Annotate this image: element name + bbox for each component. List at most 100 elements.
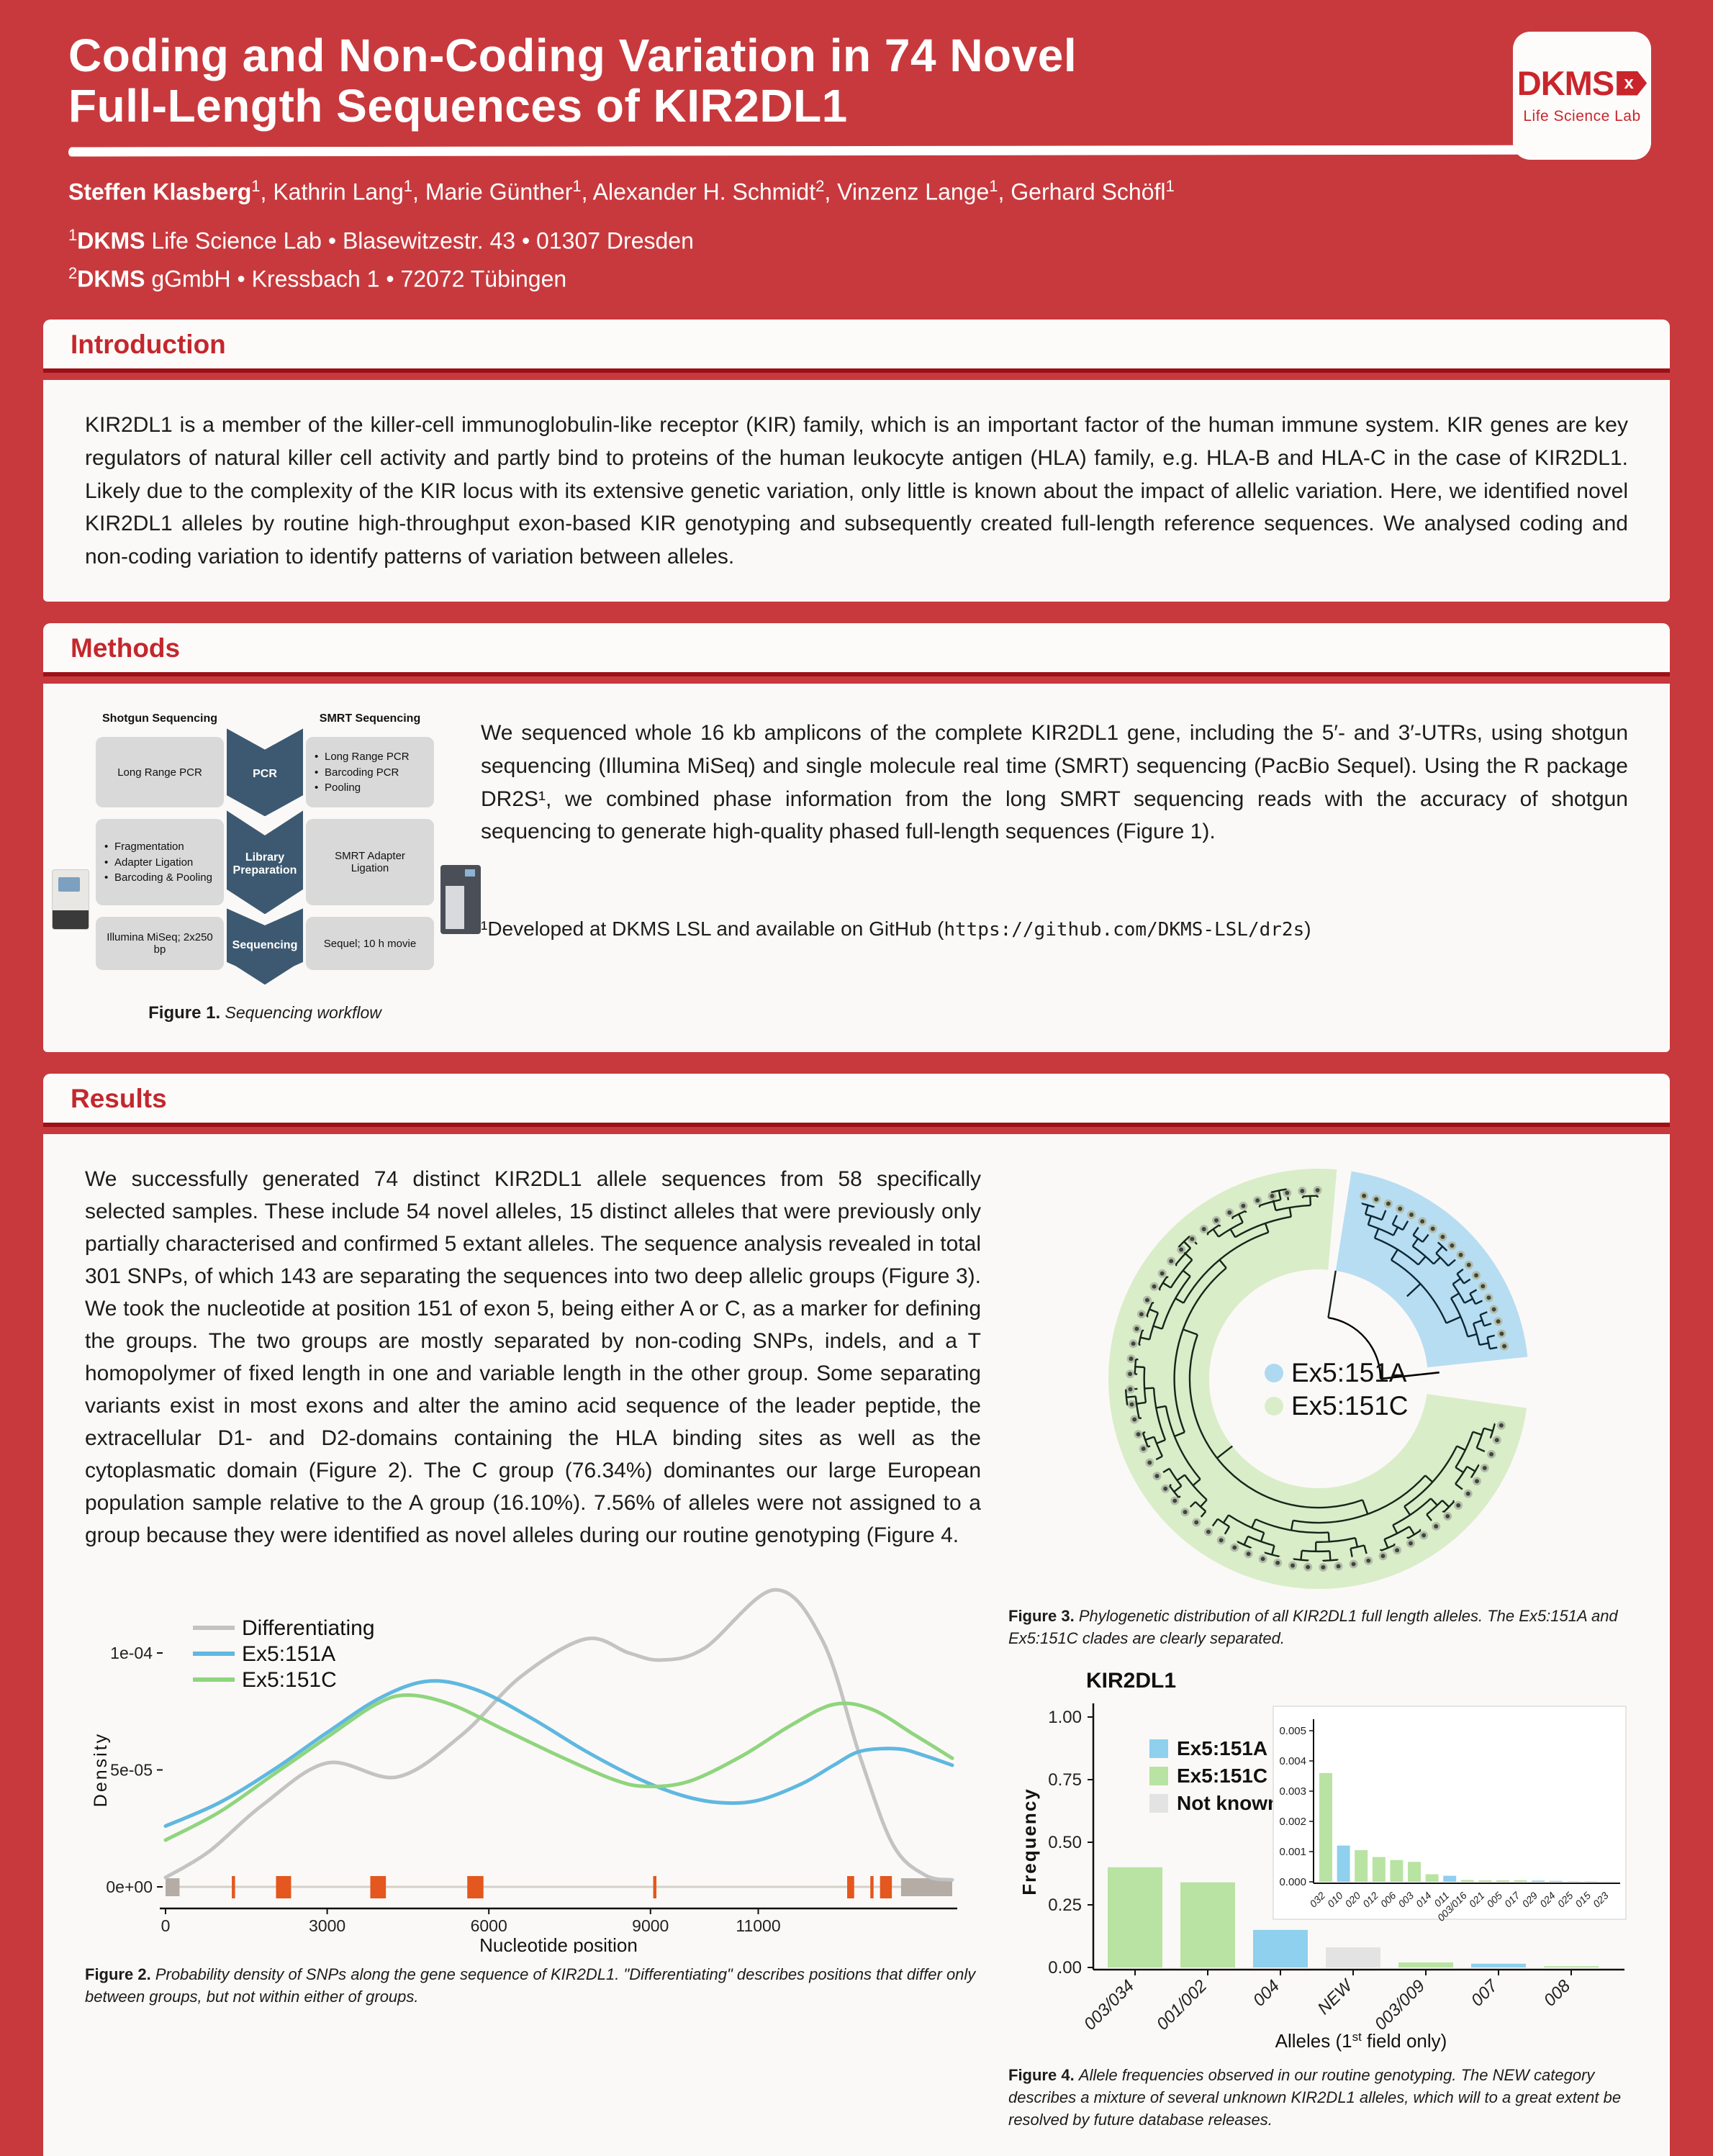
workflow-stage-chevron: PCR <box>227 728 303 817</box>
svg-text:Ex5:151A: Ex5:151A <box>242 1642 335 1666</box>
affiliation-line: 1DKMS Life Science Lab • Blasewitzestr. … <box>68 226 694 255</box>
introduction-title: Introduction <box>71 330 226 360</box>
svg-text:0.000: 0.000 <box>1279 1876 1306 1888</box>
figure1-column: Shotgun Sequencing SMRT Sequencing Long Ra… <box>52 712 481 1023</box>
figure2-density-plot: 0 3000 6000 9000 11000 0e+00 5e-05 1e-04 Nucleot… <box>85 1564 981 1957</box>
svg-text:001/002: 001/002 <box>1153 1976 1211 2034</box>
figure1-caption-text: Sequencing workflow <box>225 1003 381 1023</box>
svg-text:Ex5:151C: Ex5:151C <box>242 1668 337 1692</box>
title-underline-brush <box>68 145 1649 157</box>
svg-text:5e-05: 5e-05 <box>110 1761 153 1780</box>
section-results: Results We successfully generated 74 dis… <box>43 1074 1670 2156</box>
title-line-2: Full-Length Sequences of KIR2DL1 <box>68 80 848 132</box>
figure4-caption: Figure 4. Allele frequencies observed in… <box>1008 2065 1628 2131</box>
figure1-caption-label: Figure 1. <box>148 1003 221 1023</box>
dkms-arrow-icon: x <box>1617 71 1648 96</box>
dkms-logo-wordmark: DKMS <box>1517 64 1614 102</box>
svg-text:0e+00: 0e+00 <box>106 1878 153 1896</box>
svg-text:11000: 11000 <box>736 1916 780 1935</box>
svg-text:0: 0 <box>161 1916 171 1935</box>
github-url: https://github.com/DKMS-LSL/dr2s <box>944 918 1305 941</box>
svg-text:Alleles (1st field only): Alleles (1st field only) <box>1275 2029 1447 2052</box>
introduction-body-box: KIR2DL1 is a member of the killer-cell i… <box>43 380 1670 602</box>
svg-text:0.001: 0.001 <box>1279 1846 1306 1858</box>
poster-header: Coding and Non-Coding Variation in 74 No… <box>0 0 1713 298</box>
figure1-caption: Figure 1. Sequencing workflow <box>85 1003 445 1023</box>
introduction-header-bar: Introduction <box>43 320 1670 373</box>
methods-text: We sequenced whole 16 kb amplicons of th… <box>481 721 1628 844</box>
dkms-logo-subtitle: Life Science Lab <box>1523 108 1641 124</box>
results-text: We successfully generated 74 distinct KI… <box>85 1167 981 1548</box>
svg-text:008: 008 <box>1540 1976 1575 2011</box>
svg-text:004: 004 <box>1249 1976 1283 2010</box>
svg-text:3000: 3000 <box>309 1916 345 1935</box>
workflow-step-box: FragmentationAdapter LigationBarcoding &… <box>96 819 224 906</box>
author: Alexander H. Schmidt <box>592 178 816 205</box>
sequel-instrument-image <box>440 865 481 935</box>
svg-text:007: 007 <box>1468 1975 1503 2011</box>
svg-text:0.002: 0.002 <box>1279 1816 1306 1828</box>
figure3-caption-text: Phylogenetic distribution of all KIR2DL1… <box>1008 1607 1618 1648</box>
affiliations: 1DKMS Life Science Lab • Blasewitzestr. … <box>68 222 1713 298</box>
workflow-stage-chevron: Sequencing <box>227 908 303 979</box>
svg-text:Density: Density <box>91 1732 111 1807</box>
svg-text:0.004: 0.004 <box>1279 1755 1306 1767</box>
results-header-bar: Results <box>43 1074 1670 1128</box>
svg-text:003/034: 003/034 <box>1080 1976 1138 2034</box>
figure3-caption-label: Figure 3. <box>1008 1607 1075 1626</box>
svg-text:Not known: Not known <box>1177 1792 1280 1814</box>
shotgun-column-header: Shotgun Sequencing <box>102 712 217 725</box>
title-line-1: Coding and Non-Coding Variation in 74 No… <box>68 30 1077 81</box>
author: Kathrin Lang <box>273 178 404 205</box>
svg-text:0.003: 0.003 <box>1279 1785 1306 1798</box>
methods-text-column: We sequenced whole 16 kb amplicons of th… <box>481 712 1628 1023</box>
methods-header-bar: Methods <box>43 623 1670 677</box>
miseq-instrument-image <box>52 869 89 930</box>
svg-text:1.00: 1.00 <box>1048 1708 1082 1727</box>
results-title: Results <box>71 1084 167 1114</box>
svg-text:003/009: 003/009 <box>1371 1976 1429 2034</box>
introduction-text: KIR2DL1 is a member of the killer-cell i… <box>85 413 1628 569</box>
author: Vinzenz Lange <box>837 178 990 205</box>
author: Marie Günther <box>425 178 573 205</box>
svg-text:Nucleotide position: Nucleotide position <box>479 1934 638 1953</box>
smrt-column-header: SMRT Sequencing <box>319 712 421 725</box>
workflow-step-box: Sequel; 10 h movie <box>306 917 434 971</box>
methods-body-box: Shotgun Sequencing SMRT Sequencing Long Ra… <box>43 684 1670 1053</box>
workflow-step-box: Long Range PCRBarcoding PCRPooling <box>306 737 434 808</box>
methods-title: Methods <box>71 633 181 663</box>
figure4-caption-label: Figure 4. <box>1008 2065 1075 2084</box>
svg-text:0.25: 0.25 <box>1048 1895 1082 1915</box>
section-methods: Methods Shotgun Sequencing SMRT Sequencin… <box>43 623 1670 1053</box>
results-body-box: We successfully generated 74 distinct KI… <box>43 1134 1670 2156</box>
svg-text:9000: 9000 <box>632 1916 669 1935</box>
svg-text:Ex5:151A: Ex5:151A <box>1177 1737 1267 1759</box>
figure2-caption: Figure 2. Probability density of SNPs al… <box>85 1964 981 2008</box>
figure3-phylogenetic-tree: Ex5:151A Ex5:151C <box>1008 1163 1628 1598</box>
svg-text:0.00: 0.00 <box>1048 1958 1082 1978</box>
methods-footnote: ¹Developed at DKMS LSL and available on … <box>481 917 1311 941</box>
author: Gerhard Schöfl <box>1011 178 1166 205</box>
figure1-workflow-diagram: Shotgun Sequencing SMRT Sequencing Long Ra… <box>52 712 481 985</box>
results-left-column: We successfully generated 74 distinct KI… <box>85 1163 981 2131</box>
affiliation-line: 2DKMS gGmbH • Kressbach 1 • 72072 Tübing… <box>68 263 567 292</box>
svg-text:Differentiating: Differentiating <box>242 1616 375 1640</box>
author: Steffen Klasberg <box>68 178 252 205</box>
svg-text:Frequency: Frequency <box>1018 1788 1040 1895</box>
workflow-step-box: Illumina MiSeq; 2x250 bp <box>96 917 224 971</box>
page-title: Coding and Non-Coding Variation in 74 No… <box>68 30 1713 132</box>
svg-text:NEW: NEW <box>1314 1975 1357 2018</box>
workflow-stage-chevron: Library Preparation <box>227 810 303 915</box>
workflow-step-box: SMRT Adapter Ligation <box>306 819 434 906</box>
workflow-step-box: Long Range PCR <box>96 737 224 808</box>
svg-text:0.50: 0.50 <box>1048 1833 1082 1852</box>
svg-text:Ex5:151C: Ex5:151C <box>1177 1765 1267 1787</box>
results-right-column: Ex5:151A Ex5:151C Figure 3. Phylogenetic … <box>1008 1163 1628 2131</box>
figure3-caption: Figure 3. Phylogenetic distribution of a… <box>1008 1605 1628 1650</box>
figure2-caption-text: Probability density of SNPs along the ge… <box>85 1965 976 2006</box>
svg-text:6000: 6000 <box>471 1916 507 1935</box>
svg-text:1e-04: 1e-04 <box>110 1644 153 1662</box>
svg-text:Ex5:151A: Ex5:151A <box>1291 1358 1407 1387</box>
authors-line: Steffen Klasberg1, Kathrin Lang1, Marie … <box>68 176 1175 205</box>
